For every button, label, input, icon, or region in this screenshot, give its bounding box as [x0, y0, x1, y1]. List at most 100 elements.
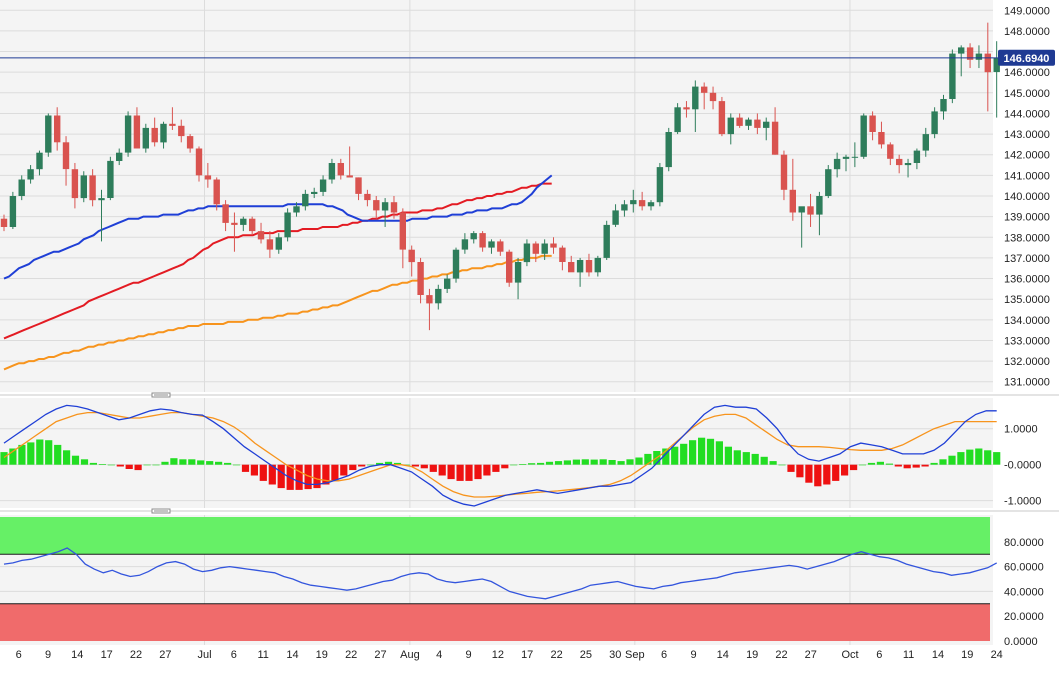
candle-bear [771, 121, 779, 155]
candle-bear [133, 115, 141, 149]
macd-bar-positive [706, 438, 715, 465]
ma-blue-line [3, 174, 553, 280]
candle-bull [860, 115, 867, 157]
candle-bear [186, 136, 194, 149]
macd-bar-positive [876, 461, 884, 465]
price-tick-label: 139.0000 [1004, 212, 1050, 224]
candle-bull [116, 152, 123, 161]
x-tick-label: 11 [903, 649, 914, 661]
macd-bar-negative [331, 464, 339, 481]
candle-bull [18, 179, 25, 196]
macd-bar-negative [447, 464, 455, 480]
candle-bear [887, 144, 894, 159]
candle-bear [789, 189, 796, 213]
candle-bull [45, 115, 52, 153]
candle-bull [160, 123, 167, 143]
x-tick-label: 22 [130, 649, 142, 661]
x-tick-label: 30 [609, 649, 621, 661]
candle-bull [931, 111, 938, 135]
macd-bar-positive [644, 453, 652, 465]
candle-bull [603, 224, 610, 258]
macd-bar-negative [483, 464, 491, 476]
macd-bar-negative [456, 464, 464, 481]
candle-bull [904, 163, 912, 166]
macd-bar-positive [608, 460, 616, 465]
candle-bear [0, 218, 8, 227]
gridlines [0, 0, 993, 645]
rsi-tick-label: 0.0000 [1004, 636, 1038, 648]
candle-bull [98, 198, 105, 201]
candle-bear [709, 92, 717, 102]
x-tick-label: 14 [71, 649, 83, 661]
ma-red-line [3, 182, 552, 340]
macd-bar-positive [930, 462, 938, 465]
candle-bear [257, 231, 265, 240]
candle-bull [319, 179, 327, 192]
candle-bull [630, 200, 637, 205]
macd-bar-positive [993, 452, 1001, 465]
macd-bar-negative [250, 464, 258, 476]
macd-bar-negative [259, 464, 267, 481]
candle-bear [408, 249, 415, 263]
x-tick-label: 6 [661, 649, 667, 661]
macd-bar-positive [590, 459, 598, 465]
macd-bar-positive [563, 460, 571, 465]
candle-bull [656, 167, 664, 203]
candle-bull [470, 233, 477, 240]
rsi-tick-label: 80.0000 [1004, 537, 1044, 549]
candle-bull [949, 53, 956, 99]
x-tick-label: 9 [690, 649, 696, 661]
macd-bar-positive [393, 462, 402, 465]
macd-bar-positive [206, 461, 214, 465]
x-axis-labels: 6 9 14 17 22 27 Jul 6 11 14 19 22 27 Aug 4 9 12 17 22 25 30 S… [16, 649, 1003, 661]
candle-bull [913, 150, 921, 163]
macd-panel-bg [0, 398, 993, 508]
macd-bar-negative [420, 464, 428, 469]
macd-bar-positive [232, 464, 241, 466]
candle-bull [107, 160, 114, 198]
rsi-overbought-band [0, 517, 990, 555]
candle-bull [275, 237, 282, 250]
candle-bear [390, 202, 398, 213]
macd-bar-positive [36, 439, 44, 465]
macd-signal-line [3, 411, 997, 498]
macd-bar-negative [277, 464, 285, 489]
price-tick-label: 132.0000 [1004, 356, 1050, 368]
panel-dividers[interactable] [0, 392, 1059, 514]
moving-average-lines [3, 174, 553, 371]
candle-bull [612, 210, 619, 225]
macd-bar-negative [921, 464, 929, 467]
candle-bear [506, 251, 513, 283]
candle-bull [745, 119, 752, 126]
candle-bull [842, 156, 850, 159]
macd-bar-positive [80, 459, 89, 465]
macd-bar-negative [349, 464, 357, 471]
candle-bear [568, 262, 575, 273]
candle-bear [169, 123, 176, 126]
macd-bar-positive [27, 442, 35, 465]
candle-bull [692, 86, 699, 110]
macd-bar-positive [54, 444, 62, 465]
macd-bar-positive [662, 448, 670, 465]
macd-bar-negative [241, 464, 250, 472]
macd-bar-positive [733, 450, 741, 465]
macd-bar-positive [581, 459, 589, 465]
macd-bar-positive [867, 462, 876, 465]
candle-bear [204, 175, 212, 180]
price-tick-label: 146.0000 [1004, 67, 1050, 79]
price-tick-label: 131.0000 [1004, 377, 1050, 389]
candle-bear [896, 158, 903, 166]
macd-line [3, 404, 997, 507]
rsi-tick-label: 40.0000 [1004, 586, 1044, 598]
candle-bear [585, 260, 593, 273]
macd-bar-positive [572, 459, 580, 465]
candle-bear [71, 169, 79, 199]
x-tick-label: Oct [841, 649, 858, 661]
candle-bull [940, 99, 947, 112]
candle-bull [727, 117, 734, 135]
candle-bull [825, 169, 832, 196]
candle-bull [833, 158, 841, 170]
macd-bar-positive [769, 461, 777, 465]
candle-bear [638, 200, 646, 207]
macd-bar-negative [465, 464, 473, 481]
